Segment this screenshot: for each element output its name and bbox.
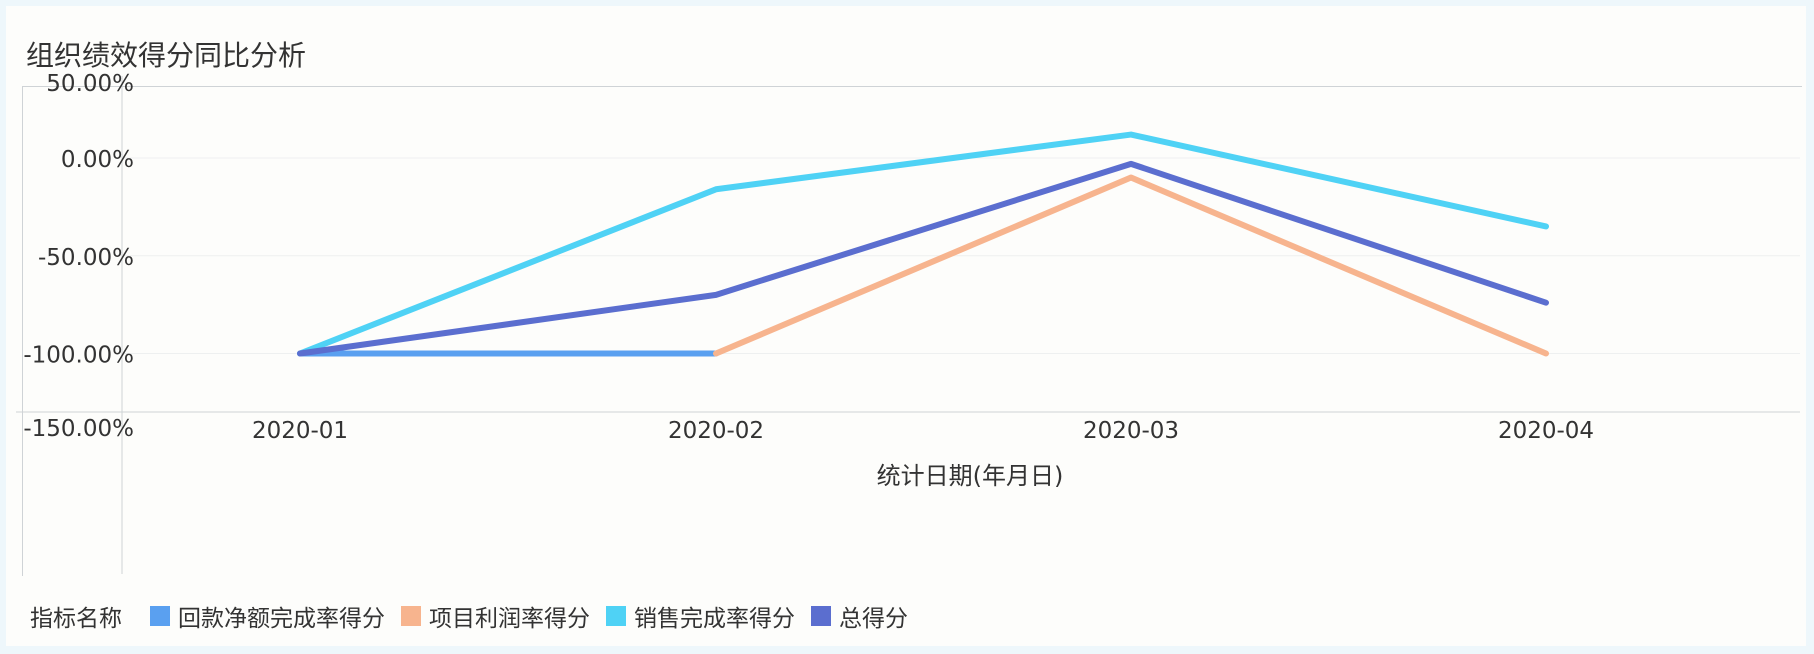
legend-item-xswcl[interactable]: 销售完成率得分	[606, 599, 795, 633]
series-line-2	[297, 131, 1549, 357]
legend: 指标名称 回款净额完成率得分 项目利润率得分 销售完成率得分 总得分	[30, 600, 924, 632]
series-line-3	[297, 160, 1549, 357]
legend-swatch	[401, 606, 421, 626]
y-tick-label: -100.00%	[23, 343, 134, 369]
legend-swatch	[150, 606, 170, 626]
y-tick-label: -150.00%	[23, 416, 134, 442]
legend-label: 销售完成率得分	[634, 606, 795, 632]
chart-card: 组织绩效得分同比分析 50.00% 0.00% -50.00% -100.00% -15…	[6, 6, 1806, 646]
legend-swatch	[606, 606, 626, 626]
y-tick-label: -50.00%	[38, 245, 134, 271]
legend-item-hkje[interactable]: 回款净额完成率得分	[150, 599, 385, 633]
legend-label: 项目利润率得分	[429, 606, 590, 632]
x-tick-label: 2020-01	[252, 418, 348, 444]
legend-title: 指标名称	[30, 606, 122, 632]
x-tick-label: 2020-04	[1498, 418, 1594, 444]
plot-frame	[22, 86, 1802, 576]
chart-title: 组织绩效得分同比分析	[26, 39, 307, 72]
x-tick-label: 2020-03	[1083, 418, 1179, 444]
legend-swatch	[811, 606, 831, 626]
y-tick-label: 50.00%	[46, 71, 134, 97]
x-tick-label: 2020-02	[668, 418, 764, 444]
line-chart: 50.00% 0.00% -50.00% -100.00% -150.00% 2020-0…	[16, 71, 1800, 574]
legend-label: 回款净额完成率得分	[178, 606, 385, 632]
x-axis-title: 统计日期(年月日)	[877, 462, 1064, 490]
legend-item-zdf[interactable]: 总得分	[811, 599, 908, 633]
legend-label: 总得分	[839, 606, 908, 632]
series-line-1	[713, 174, 1549, 357]
y-tick-label: 0.00%	[61, 147, 134, 173]
legend-item-xmlrl[interactable]: 项目利润率得分	[401, 599, 590, 633]
